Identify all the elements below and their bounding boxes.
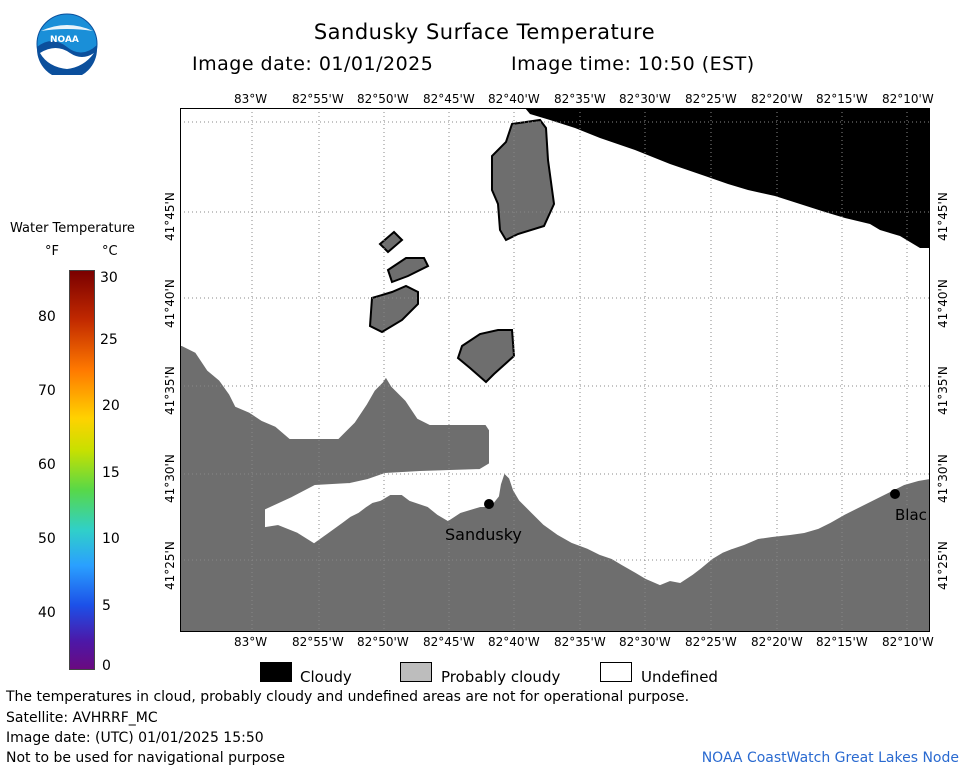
c-tick: 25 <box>100 332 118 348</box>
satellite-text: Satellite: AVHRRF_MC <box>6 710 158 726</box>
legend: Cloudy Probably cloudy Undefined <box>0 660 969 686</box>
f-tick: 60 <box>38 457 56 473</box>
colorbar-unit-f: °F <box>45 244 59 259</box>
navigation-warning: Not to be used for navigational purpose <box>6 750 285 766</box>
lat-label: 41°40'N <box>163 279 177 328</box>
lon-label: 82°15'W <box>816 635 868 649</box>
noaa-logo: NOAA <box>36 13 98 79</box>
c-tick: 20 <box>102 398 120 414</box>
lon-label: 82°40'W <box>488 92 540 106</box>
logo-text: NOAA <box>50 35 79 45</box>
lon-label: 82°55'W <box>292 92 344 106</box>
lon-label: 82°50'W <box>357 92 409 106</box>
island <box>368 284 419 334</box>
lat-label: 41°35'N <box>163 366 177 415</box>
lon-label: 82°40'W <box>488 635 540 649</box>
lon-label: 82°30'W <box>619 635 671 649</box>
map-title: Sandusky Surface Temperature <box>313 20 656 44</box>
lon-label: 82°50'W <box>357 635 409 649</box>
island <box>378 230 404 254</box>
city-marker-sandusky <box>484 499 494 509</box>
lon-label: 82°10'W <box>882 92 934 106</box>
lon-label: 82°20'W <box>751 92 803 106</box>
map-area <box>180 108 930 632</box>
lat-label: 41°25'N <box>163 541 177 590</box>
lon-label: 82°55'W <box>292 635 344 649</box>
lon-label: 82°30'W <box>619 92 671 106</box>
legend-label-probably-cloudy: Probably cloudy <box>441 668 561 686</box>
lon-labels-bottom: 83°W 82°55'W 82°50'W 82°45'W 82°40'W 82°… <box>0 635 969 651</box>
lon-label: 82°20'W <box>751 635 803 649</box>
lon-label: 82°35'W <box>554 92 606 106</box>
island <box>386 257 430 284</box>
colorbar-title: Water Temperature <box>10 221 135 236</box>
place-label-sandusky: Sandusky <box>445 525 522 544</box>
c-tick: 10 <box>102 531 120 547</box>
cloudy-region <box>525 108 930 248</box>
image-time: Image time: 10:50 (EST) <box>511 53 755 75</box>
colorbar-unit-c: °C <box>102 244 118 259</box>
lat-label: 41°30'N <box>163 454 177 503</box>
lon-label: 82°45'W <box>423 635 475 649</box>
lon-label: 82°35'W <box>554 635 606 649</box>
image-date: Image date: 01/01/2025 <box>192 53 434 75</box>
island <box>456 329 516 384</box>
place-label-blac: Blac <box>895 506 927 524</box>
lat-label: 41°40'N <box>936 279 950 328</box>
lon-label: 82°25'W <box>685 92 737 106</box>
lon-label: 82°25'W <box>685 635 737 649</box>
lat-label: 41°35'N <box>936 366 950 415</box>
shoreline <box>180 342 930 632</box>
lon-label: 82°45'W <box>423 92 475 106</box>
credit-text: NOAA CoastWatch Great Lakes Node <box>701 750 959 766</box>
lon-label: 83°W <box>234 92 268 106</box>
lon-label: 82°15'W <box>816 92 868 106</box>
legend-label-undefined: Undefined <box>641 668 718 686</box>
lat-label: 41°25'N <box>936 541 950 590</box>
c-tick: 0 <box>102 658 111 674</box>
disclaimer-text: The temperatures in cloud, probably clou… <box>6 689 690 705</box>
legend-label-cloudy: Cloudy <box>300 668 352 686</box>
lat-label: 41°45'N <box>163 192 177 241</box>
graticule <box>180 108 930 632</box>
temperature-colorbar <box>69 270 95 670</box>
lat-label: 41°45'N <box>936 192 950 241</box>
legend-swatch-undefined <box>600 662 632 682</box>
probably-cloudy-island <box>491 118 556 242</box>
f-tick: 70 <box>38 383 56 399</box>
f-tick: 40 <box>38 605 56 621</box>
legend-swatch-probably-cloudy <box>400 662 432 682</box>
lon-labels-top: 83°W 82°55'W 82°50'W 82°45'W 82°40'W 82°… <box>0 92 969 108</box>
legend-swatch-cloudy <box>260 662 292 682</box>
c-tick: 30 <box>100 270 118 286</box>
lon-label: 83°W <box>234 635 268 649</box>
c-tick: 5 <box>102 598 111 614</box>
f-tick: 50 <box>38 531 56 547</box>
f-tick: 80 <box>38 309 56 325</box>
c-tick: 15 <box>102 465 120 481</box>
lon-label: 82°10'W <box>882 635 934 649</box>
lat-label: 41°30'N <box>936 454 950 503</box>
utc-date-text: Image date: (UTC) 01/01/2025 15:50 <box>6 730 264 746</box>
city-marker-blac <box>890 489 900 499</box>
